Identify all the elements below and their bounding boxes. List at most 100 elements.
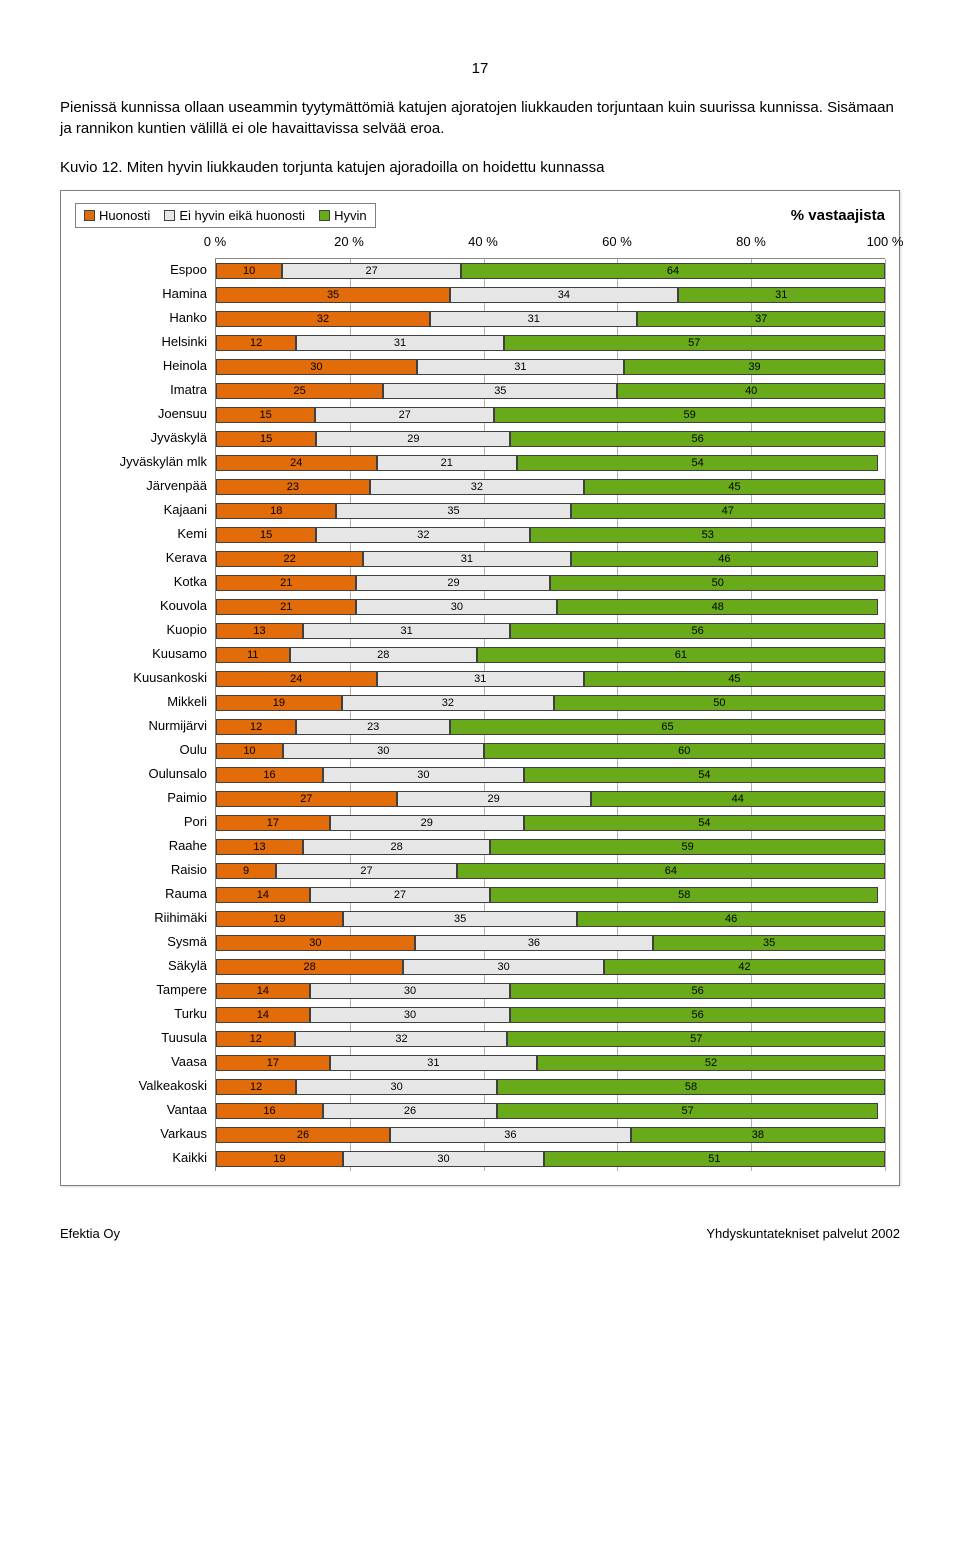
category-label: Vaasa	[75, 1050, 215, 1074]
bar-value-label: 14	[257, 985, 269, 997]
bar-segment: 12	[216, 335, 296, 351]
bar-value-label: 50	[712, 577, 724, 589]
category-label: Kuusamo	[75, 642, 215, 666]
bar-value-label: 56	[692, 625, 704, 637]
legend-label: Hyvin	[334, 208, 367, 223]
bar-segment: 44	[591, 791, 885, 807]
bar-segment: 31	[296, 335, 503, 351]
x-tick: 20 %	[334, 234, 364, 249]
category-label: Varkaus	[75, 1122, 215, 1146]
bar-value-label: 47	[722, 505, 734, 517]
bar-row: 242154	[216, 451, 885, 475]
bar-row: 123157	[216, 331, 885, 355]
bar-value-label: 64	[665, 865, 677, 877]
intro-paragraph: Pienissä kunnissa ollaan useammin tyytym…	[60, 97, 900, 139]
bar-value-label: 31	[427, 1057, 439, 1069]
bar-segment: 35	[336, 503, 570, 519]
bar-segment: 28	[216, 959, 403, 975]
bar-value-label: 23	[367, 721, 379, 733]
bar-row: 303139	[216, 355, 885, 379]
bar-track: 123257	[216, 1031, 885, 1047]
bar-value-label: 31	[394, 337, 406, 349]
bar-value-label: 28	[377, 649, 389, 661]
bar-segment: 54	[524, 767, 885, 783]
bar-row: 223146	[216, 547, 885, 571]
bar-segment: 39	[624, 359, 885, 375]
category-label: Raahe	[75, 834, 215, 858]
bar-row: 92764	[216, 859, 885, 883]
bar-track: 16 30 54	[216, 767, 885, 783]
category-label: Kemi	[75, 522, 215, 546]
bar-segment: 17	[216, 1055, 330, 1071]
bar-segment: 56	[510, 983, 885, 999]
bar-value-label: 45	[728, 481, 740, 493]
bar-row: 353431	[216, 283, 885, 307]
bar-segment: 30	[323, 767, 524, 783]
bar-row: 212950	[216, 571, 885, 595]
gridline	[885, 259, 886, 1171]
category-label: Kouvola	[75, 594, 215, 618]
bar-segment: 38	[631, 1127, 885, 1143]
bar-value-label: 31	[461, 553, 473, 565]
category-label: Vantaa	[75, 1098, 215, 1122]
bar-segment: 31	[430, 311, 637, 327]
bar-value-label: 18	[270, 505, 282, 517]
legend-item-neutral: Ei hyvin eikä huonosti	[164, 208, 305, 223]
bar-value-label: 35	[327, 289, 339, 301]
bar-value-label: 29	[407, 433, 419, 445]
bar-track: 132859	[216, 839, 885, 855]
bar-track: 143056	[216, 1007, 885, 1023]
bar-value-label: 57	[682, 1105, 694, 1117]
bar-segment: 32	[216, 311, 430, 327]
bar-value-label: 16	[263, 769, 275, 781]
bar-value-label: 28	[304, 961, 316, 973]
category-label: Valkeakoski	[75, 1074, 215, 1098]
bar-row: 16 30 54	[216, 763, 885, 787]
bar-value-label: 29	[447, 577, 459, 589]
bar-segment: 29	[316, 431, 510, 447]
bar-track: 162657	[216, 1103, 885, 1119]
bar-segment: 19	[216, 695, 342, 711]
category-label: Järvenpää	[75, 474, 215, 498]
bar-segment: 35	[383, 383, 617, 399]
bar-row: 173152	[216, 1051, 885, 1075]
bar-value-label: 34	[558, 289, 570, 301]
bar-value-label: 10	[243, 265, 255, 277]
bar-segment: 48	[557, 599, 878, 615]
category-label: Tampere	[75, 978, 215, 1002]
bar-value-label: 12	[250, 1081, 262, 1093]
x-tick: 100 %	[867, 234, 904, 249]
bar-segment: 21	[377, 455, 517, 471]
bar-value-label: 54	[698, 769, 710, 781]
bar-row: 272944	[216, 787, 885, 811]
bar-value-label: 27	[366, 265, 378, 277]
category-label: Oulunsalo	[75, 762, 215, 786]
bar-value-label: 19	[273, 1153, 285, 1165]
legend-label: Huonosti	[99, 208, 150, 223]
bar-value-label: 57	[690, 1033, 702, 1045]
bar-value-label: 54	[698, 817, 710, 829]
bar-value-label: 30	[310, 361, 322, 373]
bar-value-label: 21	[441, 457, 453, 469]
category-label: Kajaani	[75, 498, 215, 522]
bar-value-label: 25	[294, 385, 306, 397]
bar-track: 242154	[216, 455, 885, 471]
bar-value-label: 30	[377, 745, 389, 757]
bar-value-label: 27	[394, 889, 406, 901]
bar-track: 263638	[216, 1127, 885, 1143]
bar-segment: 28	[290, 647, 477, 663]
bar-segment: 56	[510, 1007, 885, 1023]
bar-row: 122365	[216, 715, 885, 739]
bar-segment: 27	[282, 263, 461, 279]
bar-segment: 40	[617, 383, 885, 399]
bar-value-label: 53	[702, 529, 714, 541]
bar-value-label: 17	[267, 1057, 279, 1069]
bar-segment: 30	[296, 1079, 497, 1095]
bar-segment: 15	[216, 527, 316, 543]
bar-value-label: 17	[267, 817, 279, 829]
category-label: Heinola	[75, 354, 215, 378]
bar-segment: 22	[216, 551, 363, 567]
bar-row: 263638	[216, 1123, 885, 1147]
bar-row: 133156	[216, 619, 885, 643]
bar-segment: 18	[216, 503, 336, 519]
